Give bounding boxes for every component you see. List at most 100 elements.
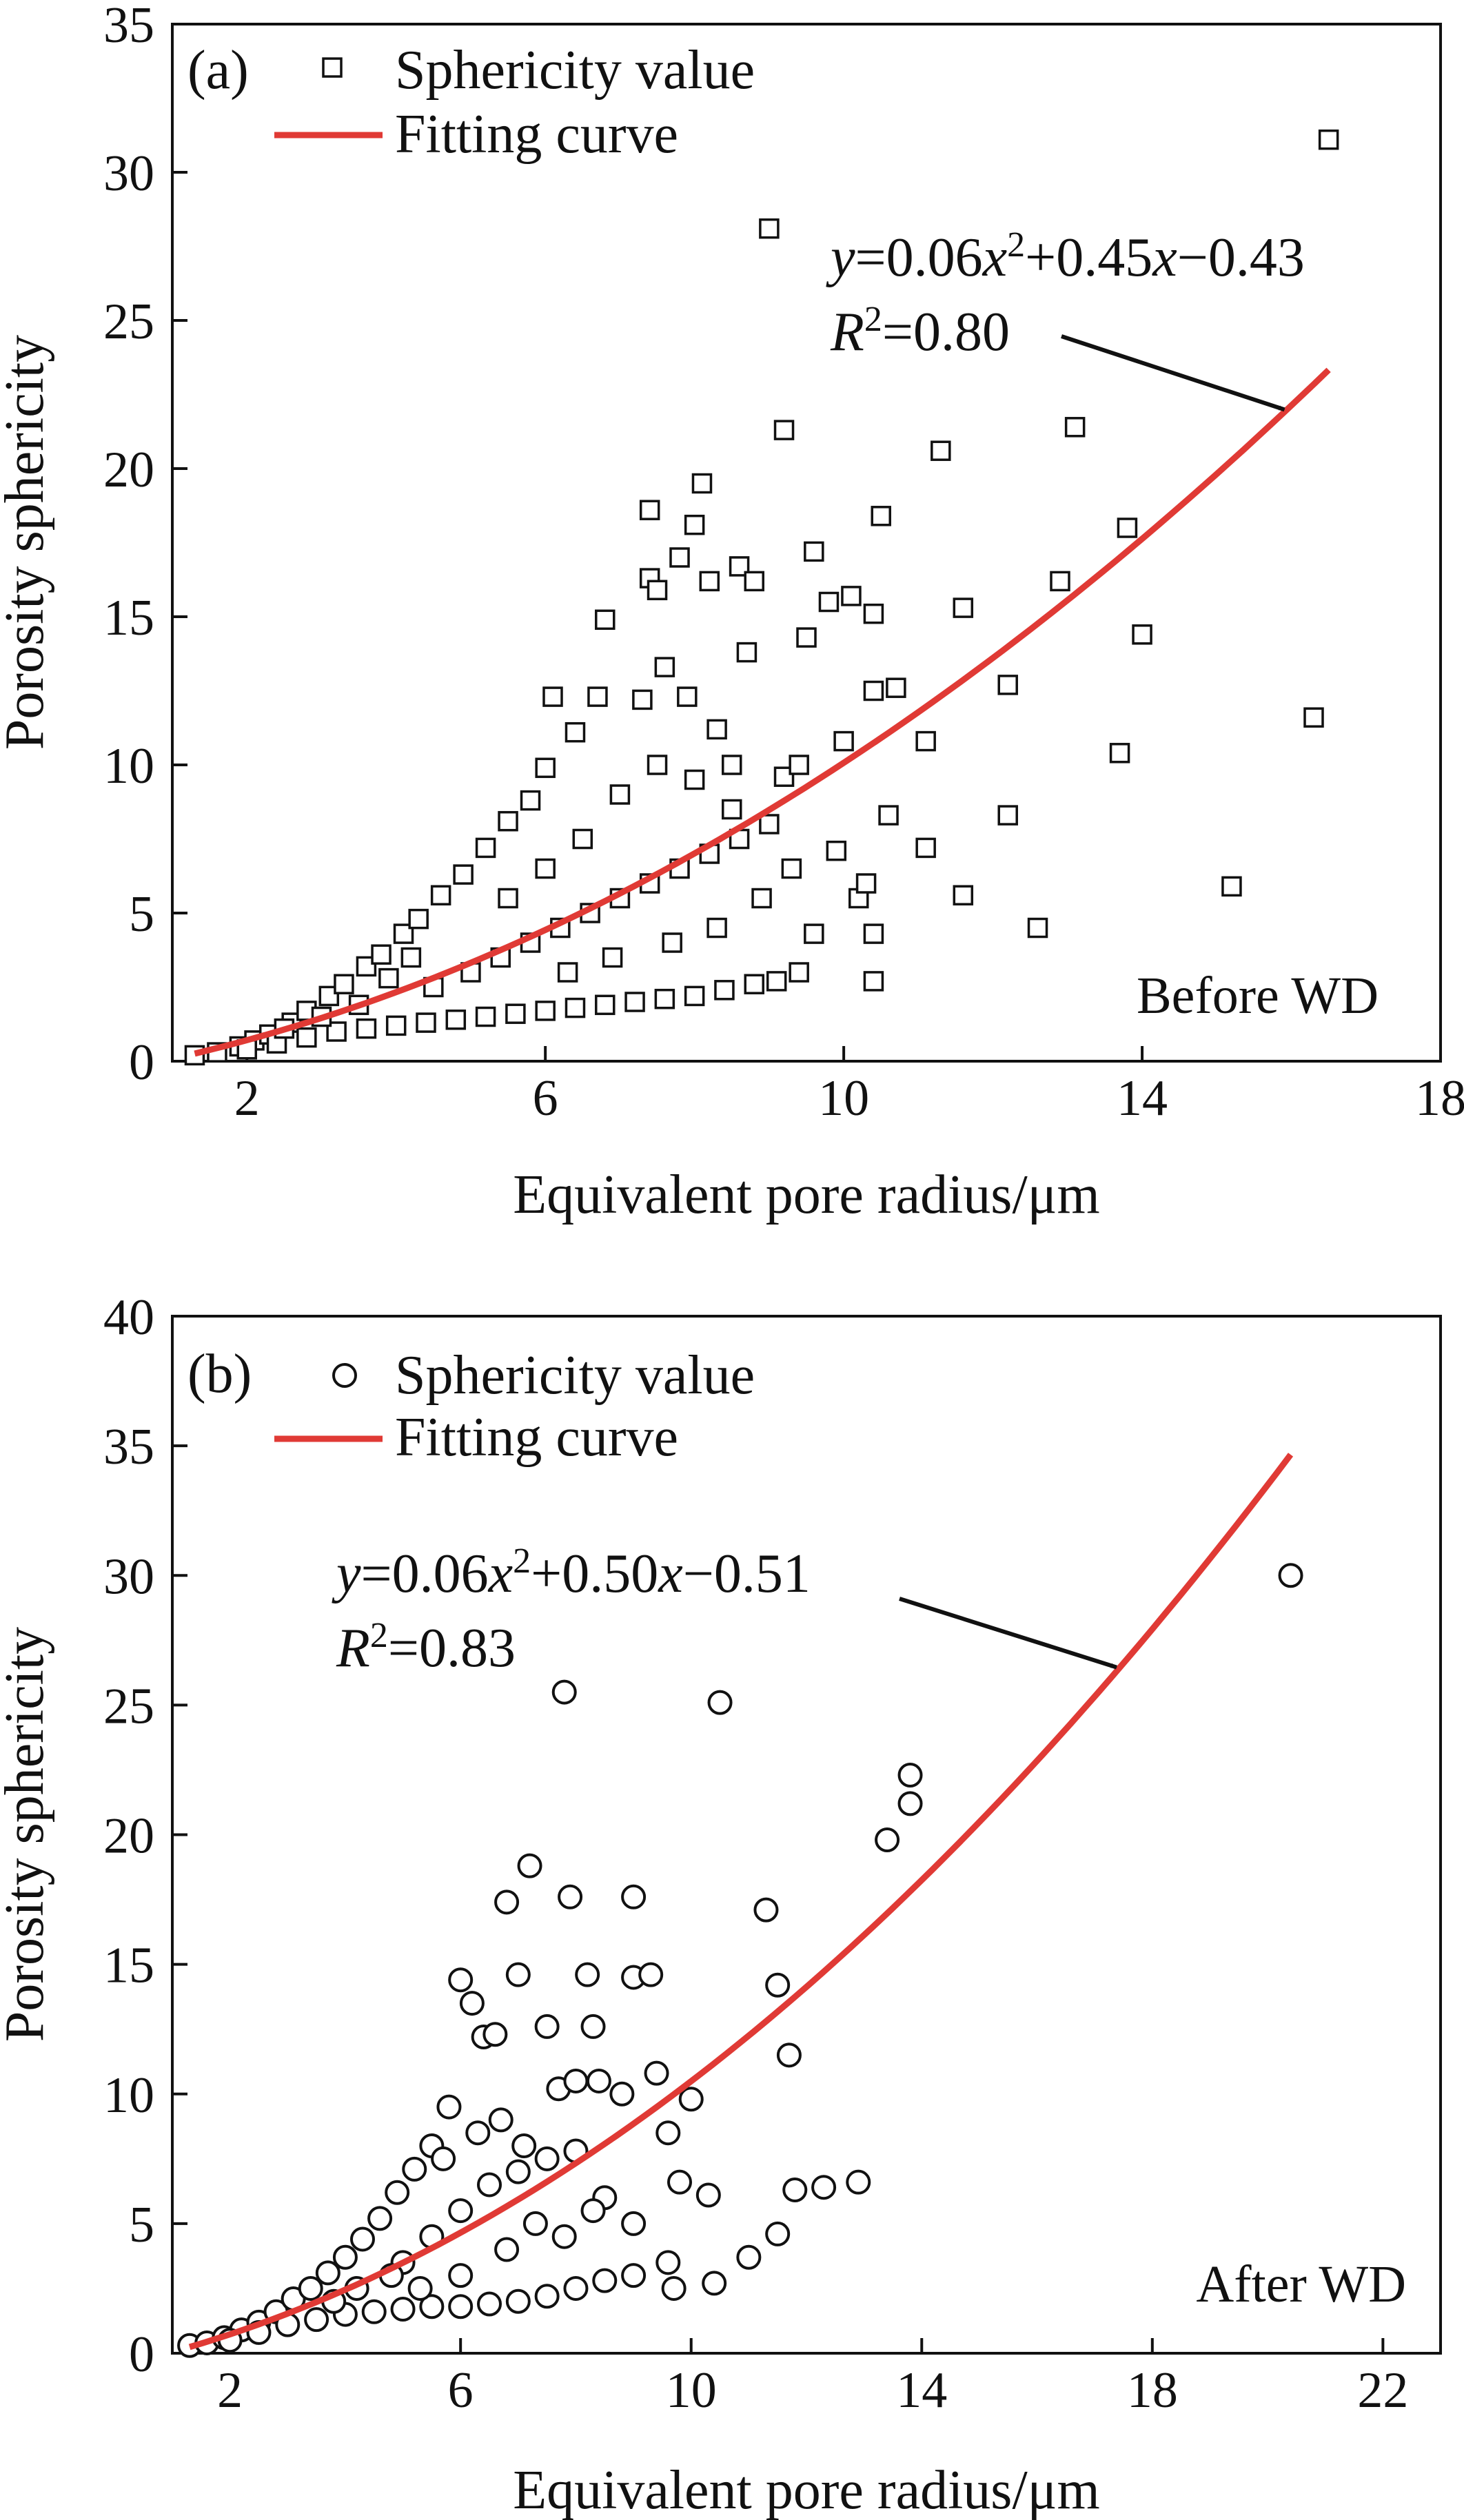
axis-ticks — [172, 23, 1442, 1063]
legend-label-sphericity: Sphericity value — [395, 40, 755, 101]
condition-label: After WD — [1196, 2255, 1406, 2313]
data-point — [535, 858, 556, 879]
data-point — [517, 1853, 542, 1878]
data-point — [789, 755, 809, 775]
data-point — [505, 1003, 526, 1024]
data-point — [416, 1012, 436, 1033]
data-point — [655, 2120, 681, 2146]
data-point — [350, 2226, 375, 2252]
data-point — [551, 1679, 577, 1705]
data-point — [575, 1962, 600, 1987]
data-point — [367, 2206, 393, 2231]
data-point — [563, 2275, 589, 2301]
data-point — [722, 755, 742, 775]
data-point — [714, 980, 735, 1001]
legend-marker-square — [322, 57, 343, 78]
x-tick-label: 18 — [1415, 1070, 1464, 1127]
y-tick-label: 30 — [103, 1548, 154, 1605]
tick-labels: 2 6 10 14 18 22 0 5 10 15 20 25 30 35 40 — [103, 1289, 1408, 2419]
data-point — [759, 218, 780, 239]
x-tick-label: 22 — [1357, 2362, 1408, 2419]
data-point — [782, 2177, 808, 2202]
data-point — [621, 2263, 647, 2288]
condition-label: Before WD — [1137, 967, 1379, 1025]
y-tick-label: 25 — [103, 1678, 154, 1734]
data-point — [677, 686, 698, 707]
data-point — [753, 1897, 779, 1923]
data-point — [558, 1884, 583, 1909]
data-point — [520, 790, 541, 811]
data-point — [744, 571, 764, 592]
data-point — [1109, 743, 1130, 764]
data-point — [505, 2159, 531, 2184]
data-point — [804, 541, 824, 562]
data-point — [400, 947, 422, 968]
x-tick-label: 6 — [448, 2362, 474, 2419]
data-point — [684, 985, 705, 1007]
data-point — [826, 840, 847, 861]
data-point — [953, 597, 974, 618]
tick-labels: 2 6 10 14 18 0 5 10 15 20 25 30 35 — [103, 0, 1464, 1127]
data-point — [863, 923, 884, 944]
y-tick-label: 20 — [103, 1808, 154, 1865]
data-point — [1278, 1563, 1303, 1588]
data-point — [448, 2263, 474, 2288]
data-point — [644, 2060, 669, 2086]
data-point — [765, 2221, 791, 2246]
data-point — [315, 2260, 340, 2286]
fit-r-squared: R2=0.80 — [830, 300, 1010, 363]
data-point — [494, 1889, 520, 1915]
fitting-curve-line — [194, 367, 1331, 1057]
y-tick-label: 5 — [129, 2197, 154, 2253]
y-tick-label: 10 — [103, 738, 154, 795]
data-point — [684, 514, 705, 535]
data-point — [1050, 571, 1070, 592]
x-axis-title: Equivalent pore radius/μm — [513, 1165, 1100, 1225]
data-point — [647, 755, 668, 775]
data-point — [361, 2299, 387, 2324]
fit-r-squared: R2=0.83 — [336, 1616, 516, 1679]
data-point — [669, 547, 690, 568]
data-point — [436, 2094, 462, 2120]
data-point — [402, 2156, 427, 2182]
data-point — [736, 642, 758, 663]
y-tick-label: 15 — [103, 590, 154, 646]
data-point — [751, 888, 772, 909]
y-tick-label: 30 — [103, 145, 154, 202]
data-point — [371, 944, 392, 965]
axis-ticks — [172, 1315, 1385, 2355]
data-point — [1132, 624, 1152, 645]
data-point — [459, 1991, 485, 2016]
data-point — [298, 2275, 323, 2301]
y-tick-label: 0 — [129, 2326, 154, 2383]
data-point — [684, 769, 705, 790]
data-point — [385, 2180, 410, 2205]
data-point — [587, 686, 608, 707]
data-point — [878, 805, 899, 826]
data-point — [621, 2211, 647, 2236]
data-point — [448, 2294, 474, 2319]
data-point — [477, 2291, 502, 2317]
data-points — [177, 1563, 1303, 2358]
data-point — [445, 1010, 467, 1030]
data-point — [781, 858, 802, 879]
x-tick-label: 10 — [818, 1070, 869, 1127]
fitting-curve-line — [188, 1453, 1294, 2350]
data-point — [818, 591, 840, 613]
y-tick-label: 10 — [103, 2067, 154, 2124]
data-point — [482, 2022, 508, 2047]
panel-label: (a) — [187, 40, 249, 101]
data-point — [296, 1027, 317, 1048]
data-point — [356, 1018, 377, 1039]
data-point — [580, 2198, 606, 2224]
data-point — [609, 2081, 635, 2107]
data-point — [430, 885, 451, 905]
y-tick-label: 5 — [129, 886, 154, 943]
data-point — [811, 2175, 837, 2200]
data-point — [390, 2297, 416, 2322]
x-tick-label: 2 — [234, 1070, 260, 1127]
data-point — [655, 2250, 681, 2275]
data-point — [535, 757, 556, 779]
data-point — [695, 2182, 721, 2208]
